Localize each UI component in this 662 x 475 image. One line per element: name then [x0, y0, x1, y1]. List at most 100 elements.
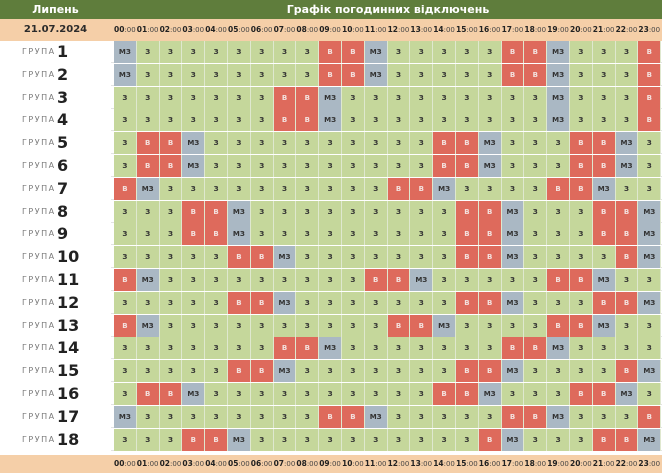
group-number: 6 — [57, 156, 69, 175]
schedule-cell: МЗ — [638, 360, 662, 383]
schedule-cell: З — [433, 41, 456, 63]
schedule-cell: З — [570, 63, 593, 86]
group-word: ГРУПА — [22, 252, 56, 262]
group-row: ГРУПА 7 В МЗ З З З З З З З З З З В В МЗ З З З З В В МЗ З З — [0, 177, 662, 200]
schedule-cell: МЗ — [319, 86, 342, 109]
schedule-cell: В — [570, 269, 593, 291]
schedule-cell: МЗ — [615, 383, 639, 405]
schedule-cell: В — [159, 383, 183, 405]
schedule-cell: В — [638, 405, 662, 428]
schedule-cell: З — [478, 314, 502, 337]
schedule-cell: З — [159, 41, 183, 63]
schedule-cell: В — [478, 428, 502, 451]
schedule-cell: МЗ — [228, 223, 251, 246]
schedule-cell: З — [615, 269, 639, 291]
schedule-cell: З — [319, 155, 342, 177]
schedule-cell: З — [296, 405, 320, 428]
schedule-cell: В — [342, 405, 365, 428]
schedule-cell: З — [205, 337, 228, 360]
bottom-hour-label: 20:00 — [570, 459, 592, 468]
schedule-cell: З — [159, 63, 183, 86]
schedule-cell: МЗ — [501, 246, 525, 269]
bottom-hour-label: 07:00 — [273, 459, 296, 468]
bottom-hour-label: 00:00 — [114, 459, 136, 468]
schedule-cell: З — [159, 177, 183, 200]
schedule-cell: З — [136, 41, 160, 63]
schedule-cell: В — [228, 291, 251, 314]
schedule-cell: В — [547, 314, 570, 337]
schedule-cell: З — [387, 109, 411, 132]
schedule-cell: З — [387, 41, 411, 63]
group-number: 18 — [57, 429, 80, 449]
schedule-cell: З — [296, 314, 320, 337]
bottom-hour-label: 16:00 — [478, 459, 501, 468]
schedule-cell: МЗ — [364, 405, 388, 428]
bottom-hour-label: 17:00 — [501, 459, 524, 468]
schedule-cell: З — [296, 428, 320, 451]
schedule-cell: З — [456, 405, 479, 428]
schedule-cell: З — [205, 86, 228, 109]
schedule-cell: З — [228, 41, 251, 63]
schedule-cell: З — [570, 41, 593, 63]
schedule-cell: З — [478, 405, 502, 428]
schedule-cell: В — [456, 291, 479, 314]
schedule-cell: З — [615, 405, 639, 428]
schedule-cell: З — [342, 177, 365, 200]
schedule-cell: З — [433, 109, 456, 132]
schedule-cell: З — [592, 86, 616, 109]
schedule-cell: МЗ — [547, 337, 570, 360]
schedule-cell: В — [501, 63, 525, 86]
group-number: 1 — [57, 42, 69, 61]
schedule-cell: З — [273, 269, 297, 291]
bottom-hour-label: 11:00 — [364, 459, 387, 468]
schedule-cell: В — [228, 360, 251, 383]
schedule-cell: З — [478, 63, 502, 86]
schedule-cell: З — [501, 383, 525, 405]
schedule-cell: З — [159, 200, 183, 223]
schedule-cell: З — [342, 200, 365, 223]
schedule-cell: З — [410, 428, 434, 451]
schedule-cell: З — [364, 109, 388, 132]
schedule-cell: В — [570, 132, 593, 155]
group-word: ГРУПА — [22, 92, 56, 102]
schedule-cell: В — [615, 246, 639, 269]
schedule-cell: З — [114, 383, 137, 405]
group-word: ГРУПА — [22, 411, 56, 421]
schedule-cell: З — [205, 291, 228, 314]
schedule-cell: З — [319, 269, 342, 291]
bottom-hour-label: 13:00 — [410, 459, 433, 468]
schedule-cell: З — [114, 109, 137, 132]
schedule-cell: З — [159, 405, 183, 428]
group-number: 12 — [57, 292, 80, 312]
group-number: 10 — [57, 247, 80, 267]
group-label: ГРУПА 18 — [0, 428, 111, 451]
schedule-cell: З — [250, 41, 274, 63]
top-hour-label: 03:00 — [182, 25, 205, 34]
group-row: ГРУПА 15 З З З З З В В МЗ З З З З З З З В В МЗ З З З З В МЗ — [0, 360, 662, 383]
schedule-cell: МЗ — [547, 63, 570, 86]
schedule-cell: З — [570, 360, 593, 383]
schedule-cell: В — [136, 155, 160, 177]
schedule-cell: МЗ — [136, 269, 160, 291]
schedule-cell: З — [364, 132, 388, 155]
schedule-cell: З — [456, 269, 479, 291]
bottom-hour-label: 21:00 — [592, 459, 615, 468]
schedule-cell: З — [501, 314, 525, 337]
bottom-hour-label: 23:00 — [638, 459, 661, 468]
schedule-cell: В — [273, 337, 297, 360]
top-hour-label: 17:00 — [501, 25, 524, 34]
schedule-cell: В — [387, 269, 411, 291]
schedule-cell: З — [364, 223, 388, 246]
schedule-cell: З — [410, 291, 434, 314]
schedule-cell: В — [547, 177, 570, 200]
schedule-cell: МЗ — [273, 246, 297, 269]
schedule-cell: З — [205, 63, 228, 86]
schedule-cell: З — [478, 109, 502, 132]
schedule-cell: З — [570, 428, 593, 451]
schedule-cell: МЗ — [547, 41, 570, 63]
schedule-cell: В — [456, 383, 479, 405]
schedule-cell: З — [205, 314, 228, 337]
schedule-cell: В — [319, 405, 342, 428]
schedule-cell: В — [273, 109, 297, 132]
schedule-cell: В — [433, 383, 456, 405]
